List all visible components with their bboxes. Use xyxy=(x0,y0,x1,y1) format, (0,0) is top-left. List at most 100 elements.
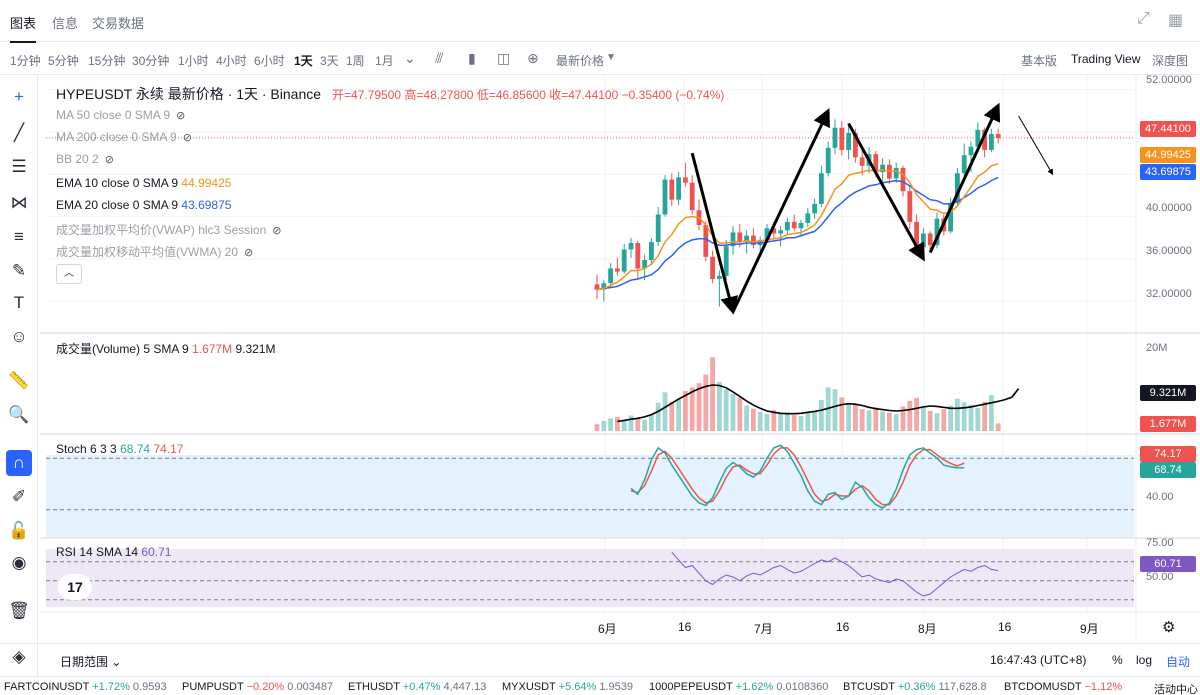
trend-line-icon[interactable]: ╱ xyxy=(13,123,25,142)
ticker-item[interactable]: 1000PEPEUSDT +1.62% 0.0108360 xyxy=(649,681,829,693)
horizontal-lines-icon[interactable]: ☰ xyxy=(11,157,27,176)
view-tradingview[interactable]: Trading View xyxy=(1071,52,1141,66)
legend-ema10[interactable]: EMA 10 close 0 SMA 9 44.99425 xyxy=(56,176,231,190)
timeframe-15m[interactable]: 15分钟 xyxy=(88,54,126,68)
timeframe-4h[interactable]: 4小时 xyxy=(216,54,247,68)
legend-ema20[interactable]: EMA 20 close 0 SMA 9 43.69875 xyxy=(56,198,231,212)
legend-ma50[interactable]: MA 50 close 0 SMA 9 ⊘ xyxy=(56,108,185,122)
chevron-down-icon[interactable]: ⌄ xyxy=(404,50,416,66)
add-icon[interactable]: ⊕ xyxy=(527,50,539,66)
volume-bar xyxy=(975,407,981,431)
text-icon[interactable]: T xyxy=(13,293,25,312)
timeframe-3d[interactable]: 3天 xyxy=(320,54,339,68)
date-range-button[interactable]: 日期范围 ⌄ xyxy=(60,653,121,670)
ema10-value: 44.99425 xyxy=(181,176,232,190)
ticker-item[interactable]: ETHUSDT +0.47% 4,447.13 xyxy=(348,681,487,693)
price-type-select[interactable]: 最新价格 xyxy=(556,54,605,68)
drawn-arrow xyxy=(690,152,738,315)
legend-volume[interactable]: 成交量(Volume) 5 SMA 9 1.677M 9.321M xyxy=(56,340,275,357)
eye-icon[interactable]: ◉ xyxy=(11,553,27,572)
percent-toggle[interactable]: % xyxy=(1112,653,1123,667)
lock-drawing-icon[interactable]: ✐ xyxy=(11,487,27,506)
timeframe-1m[interactable]: 1分钟 xyxy=(10,54,41,68)
timeframe-30m[interactable]: 30分钟 xyxy=(132,54,170,68)
ticker-item[interactable]: FARTCOINUSDT +1.72% 0.9593 xyxy=(4,681,167,693)
volume-sma-tag: 9.321M xyxy=(1140,385,1196,401)
tab-chart[interactable]: 图表 xyxy=(10,13,37,43)
ruler-icon[interactable]: 📏 xyxy=(8,371,30,390)
volume-bar xyxy=(751,408,756,431)
price-type-caret-icon[interactable]: ▼ xyxy=(606,52,616,63)
volume-bar xyxy=(764,413,770,431)
tab-info[interactable]: 信息 xyxy=(52,16,79,31)
tradingview-logo[interactable]: 17 xyxy=(58,574,92,600)
candle-body xyxy=(961,155,967,174)
log-toggle[interactable]: log xyxy=(1136,653,1153,667)
view-depth[interactable]: 深度图 xyxy=(1152,54,1189,68)
candle-type-icon[interactable]: ▮ xyxy=(468,50,476,66)
price-axis-label: 40.00000 xyxy=(1146,202,1192,214)
legend-rsi[interactable]: RSI 14 SMA 14 60.71 xyxy=(56,545,171,559)
ticker-item[interactable]: PUMPUSDT −0.20% 0.003487 xyxy=(182,681,334,693)
volume-bar xyxy=(968,404,974,431)
emoji-icon[interactable]: ☺ xyxy=(10,327,28,346)
last-price-tag: 47.44100 xyxy=(1140,121,1196,137)
eye-hidden-icon[interactable]: ⊘ xyxy=(176,110,186,122)
trash-icon[interactable]: 🗑 xyxy=(8,601,30,620)
candle-body xyxy=(621,249,627,272)
timeframe-1w[interactable]: 1周 xyxy=(346,54,365,68)
timeframe-6h[interactable]: 6小时 xyxy=(254,54,285,68)
crosshair-icon[interactable]: + xyxy=(14,87,24,106)
timeframe-1mo[interactable]: 1月 xyxy=(375,54,394,68)
lock-icon[interactable]: 🔓 xyxy=(8,521,30,540)
camera-icon[interactable]: ◫ xyxy=(497,50,511,66)
legend-vwap[interactable]: 成交量加权平均价(VWAP) hlc3 Session ⊘ xyxy=(56,221,281,238)
eye-hidden-icon[interactable]: ⊘ xyxy=(244,247,254,259)
volume-bar xyxy=(887,412,892,431)
rsi-band xyxy=(46,549,1134,607)
ticker-activity-center[interactable]: 活动中心 xyxy=(1154,684,1198,695)
brush-icon[interactable]: ✎ xyxy=(11,261,27,280)
ema10-line xyxy=(596,162,999,291)
expand-icon[interactable]: ⤢ xyxy=(1137,10,1150,27)
chart-toolbar: 1分钟 5分钟 15分钟 30分钟 1小时 4小时 6小时 1天 3天 1周 1… xyxy=(0,43,1200,75)
zoom-icon[interactable]: 🔍 xyxy=(8,405,30,424)
candle-body xyxy=(703,225,709,257)
x-axis-label: 8月 xyxy=(918,622,937,636)
timeframe-1d[interactable]: 1天 xyxy=(294,54,313,68)
tab-trading-data[interactable]: 交易数据 xyxy=(92,16,145,31)
candle-body xyxy=(805,213,811,223)
magnet-icon[interactable]: ∩ xyxy=(6,450,32,476)
eye-hidden-icon[interactable]: ⊘ xyxy=(182,132,192,144)
candle-body xyxy=(853,132,858,158)
stoch-band xyxy=(46,455,1134,537)
rsi-axis-label: 50.00 xyxy=(1146,571,1174,583)
eye-hidden-icon[interactable]: ⊘ xyxy=(272,225,282,237)
settings-gear-icon[interactable]: ⚙ xyxy=(1162,619,1176,636)
timeframe-5m[interactable]: 5分钟 xyxy=(48,54,79,68)
collapse-legend-button[interactable]: ︿ xyxy=(56,264,82,284)
ticker-bar: FARTCOINUSDT +1.72% 0.9593 PUMPUSDT −0.2… xyxy=(0,676,1200,695)
indicator-chart-icon[interactable]: ⫻ xyxy=(435,50,444,66)
view-basic[interactable]: 基本版 xyxy=(1021,54,1058,68)
layers-icon[interactable]: ◈ xyxy=(12,647,26,666)
pattern-icon[interactable]: ⋈ xyxy=(10,193,28,212)
eye-hidden-icon[interactable]: ⊘ xyxy=(104,154,114,166)
candle-body xyxy=(669,179,675,200)
legend-bb[interactable]: BB 20 2 ⊘ xyxy=(56,152,114,166)
candle-body xyxy=(825,147,831,174)
candle-body xyxy=(955,173,960,203)
timeframe-1h[interactable]: 1小时 xyxy=(178,54,209,68)
ticker-item[interactable]: BTCUSDT +0.36% 117,628.8 xyxy=(843,681,987,693)
ticker-item[interactable]: BTCDOMUSDT −1.12% xyxy=(1004,681,1123,693)
legend-ma200[interactable]: MA 200 close 0 SMA 9 ⊘ xyxy=(56,130,192,144)
stoch-d-line xyxy=(630,447,965,506)
legend-stoch[interactable]: Stoch 6 3 3 68.74 74.17 xyxy=(56,442,183,456)
candle-body xyxy=(900,167,906,192)
legend-vwma[interactable]: 成交量加权移动平均值(VWMA) 20 ⊘ xyxy=(56,243,253,260)
fib-icon[interactable]: ≡ xyxy=(14,227,24,246)
ticker-item[interactable]: MYXUSDT +5.64% 1.9539 xyxy=(502,681,633,693)
layout-grid-icon[interactable]: ▦ xyxy=(1168,12,1184,29)
auto-toggle[interactable]: 自动 xyxy=(1166,655,1191,669)
